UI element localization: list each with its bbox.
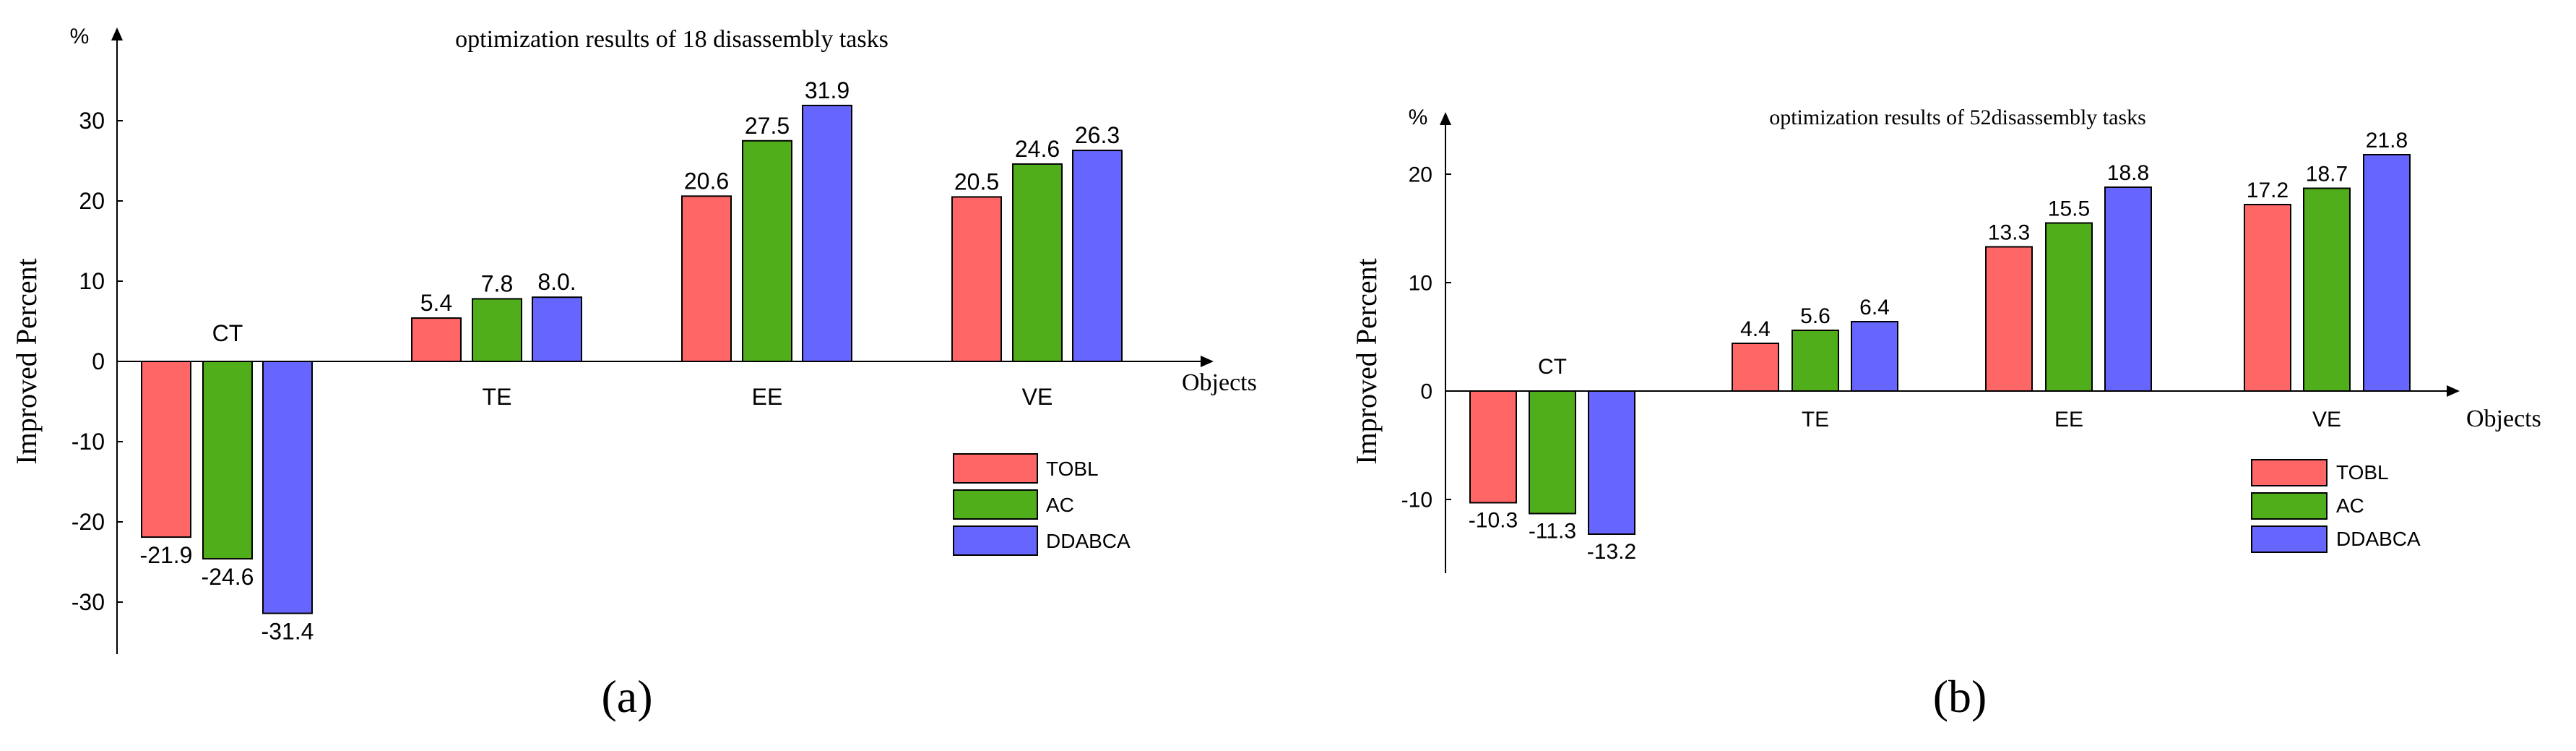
legend-swatch-tobl: [2251, 459, 2328, 486]
bar-ct-tobl: [1469, 390, 1517, 504]
data-label: 17.2: [2247, 179, 2288, 202]
y-axis-unit: %: [70, 25, 90, 48]
category-label: EE: [752, 384, 783, 410]
data-label: -24.6: [202, 564, 254, 590]
y-tick-label: -10: [72, 429, 105, 455]
bar-ct-ac: [1529, 390, 1576, 515]
bar-ee-tobl: [1985, 246, 2033, 392]
bar-ct-tobl: [141, 361, 191, 538]
y-tick-label: 10: [1409, 272, 1432, 296]
bar-ee-ac: [742, 140, 792, 362]
data-label: 6.4: [1859, 296, 1890, 319]
legend-label-ddabca: DDABCA: [2336, 528, 2421, 550]
data-label: 5.4: [420, 290, 452, 316]
y-axis-label: Improved Percent: [10, 258, 43, 464]
legend-label-tobl: TOBL: [1046, 458, 1099, 480]
category-label: EE: [2054, 408, 2083, 432]
bar-ee-tobl: [681, 195, 732, 362]
x-axis-label: Objects: [1182, 369, 1257, 396]
category-label: VE: [2312, 408, 2341, 432]
legend-swatch-ac: [2251, 492, 2328, 520]
bar-ve-ddabca: [2363, 154, 2411, 392]
x-axis-arrow: [1201, 356, 1214, 367]
bar-ee-ddabca: [2104, 186, 2152, 392]
data-label: 13.3: [1988, 221, 2030, 245]
category-label: TE: [483, 384, 512, 410]
data-label: 27.5: [745, 113, 790, 139]
bar-te-ac: [472, 298, 522, 363]
data-label: 21.8: [2366, 129, 2408, 153]
data-label: -10.3: [1469, 509, 1518, 533]
data-label: 4.4: [1740, 317, 1771, 341]
y-tick-label: 20: [79, 188, 105, 214]
legend-swatch-ac: [953, 489, 1038, 520]
y-tick-label: 0: [1420, 380, 1432, 404]
data-label: 15.5: [2048, 197, 2090, 221]
data-label: -21.9: [140, 542, 193, 568]
y-tick-label: 30: [79, 108, 105, 134]
chart-panel-b: -10.3 4.4 13.3 17.2 -11.3 5.6 15.5 18.7 -13.2 6.4…: [1350, 106, 2541, 722]
legend-label-ac: AC: [1046, 494, 1074, 516]
data-label: 8.0.: [537, 269, 576, 295]
category-label: VE: [1022, 384, 1053, 410]
bar-ee-ddabca: [802, 104, 852, 362]
data-label: 7.8: [481, 270, 513, 296]
bar-ve-ac: [1012, 163, 1063, 362]
panel-label: (a): [601, 671, 652, 722]
panel-label: (b): [1933, 671, 1987, 722]
y-tick-label: -20: [72, 509, 105, 535]
chart-title: optimization results of 18 disassembly t…: [455, 26, 889, 53]
x-axis-arrow: [2447, 385, 2460, 397]
y-axis-label: Improved Percent: [1350, 258, 1383, 464]
y-axis-unit: %: [1409, 106, 1428, 129]
legend-swatch-ddabca: [953, 525, 1038, 556]
category-label: TE: [1802, 408, 1829, 432]
bar-te-ac: [1791, 330, 1839, 392]
y-tick-label: -30: [72, 589, 105, 615]
y-tick-label: 20: [1409, 163, 1432, 187]
bar-ve-ac: [2303, 187, 2351, 392]
bar-ct-ddabca: [1588, 390, 1635, 535]
y-tick-label: 10: [79, 268, 105, 294]
data-label: 18.7: [2306, 163, 2348, 186]
data-label: -31.4: [262, 619, 314, 645]
data-label: 18.8: [2107, 161, 2149, 185]
category-label: CT: [1538, 355, 1567, 379]
bar-ee-ac: [2045, 222, 2093, 392]
y-axis-arrow: [1440, 112, 1451, 125]
bar-te-ddabca: [532, 296, 582, 363]
legend-label-ddabca: DDABCA: [1046, 530, 1131, 552]
legend-swatch-ddabca: [2251, 525, 2328, 553]
legend-swatch-tobl: [953, 453, 1038, 484]
data-label: 31.9: [805, 77, 850, 103]
bar-ve-tobl: [951, 196, 1002, 363]
x-axis-label: Objects: [2466, 405, 2541, 432]
legend-label-ac: AC: [2336, 494, 2364, 517]
chart-panel-a: -21.9 5.4 20.6 20.5 -24.6 7.8 27.5 24.6 -31.4 8.0…: [10, 25, 1257, 722]
bar-te-ddabca: [1851, 321, 1898, 392]
data-label: 24.6: [1015, 136, 1060, 162]
chart-title: optimization results of 52disassembly ta…: [1769, 106, 2146, 129]
bar-te-tobl: [411, 317, 462, 362]
bar-ve-ddabca: [1072, 150, 1123, 362]
data-label: 26.3: [1075, 122, 1120, 148]
bar-ct-ac: [202, 361, 253, 560]
legend-label-tobl: TOBL: [2336, 461, 2389, 484]
data-label: 20.6: [684, 168, 729, 194]
bar-ve-tobl: [2244, 204, 2291, 392]
bar-ct-ddabca: [262, 361, 313, 614]
bar-te-tobl: [1732, 343, 1779, 392]
data-label: 20.5: [954, 168, 999, 194]
category-label: CT: [212, 320, 243, 346]
data-label: 5.6: [1800, 304, 1831, 328]
data-label: -13.2: [1587, 540, 1636, 564]
y-tick-label: -10: [1401, 489, 1432, 512]
y-axis-arrow: [111, 27, 123, 40]
y-tick-label: 0: [92, 348, 105, 374]
data-label: -11.3: [1529, 520, 1576, 544]
